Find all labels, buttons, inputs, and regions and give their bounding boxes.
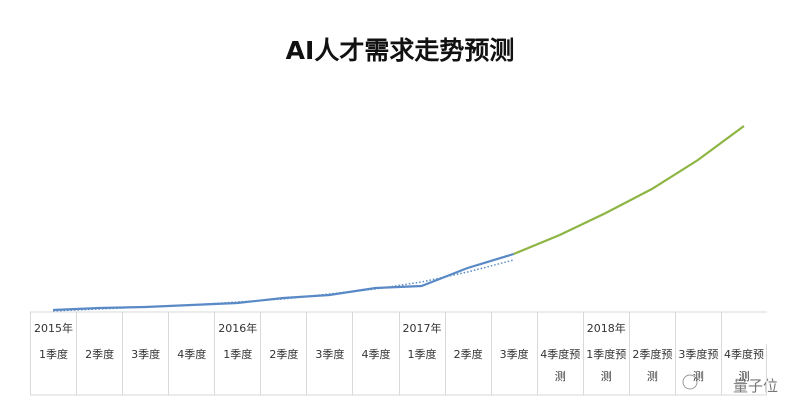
line xyxy=(52,259,514,312)
x-tick-label: 2季度预测 xyxy=(628,344,675,395)
x-tick-label: 1季度 xyxy=(214,344,260,395)
x-tick-label: 4季度 xyxy=(352,344,398,395)
x-cell-top xyxy=(536,312,583,344)
x-tick-label: 1季度 xyxy=(398,344,445,395)
x-tick-label: 2季度 xyxy=(76,344,122,395)
x-tick-label: 3季度 xyxy=(490,344,537,395)
x-cell-top xyxy=(352,312,398,344)
x-cell-top xyxy=(398,312,445,344)
x-cell-top xyxy=(214,312,260,344)
x-tick-label: 3季度预测 xyxy=(674,344,721,395)
x-cell-top xyxy=(720,312,767,344)
x-tick-label: 4季度 xyxy=(168,344,214,395)
x-cell-top xyxy=(76,312,122,344)
x-tick-label: 1季度 xyxy=(30,344,76,395)
x-cell-top xyxy=(628,312,675,344)
x-cell-top xyxy=(490,312,537,344)
x-tick-label: 3季度 xyxy=(306,344,352,395)
x-tick-label: 1季度预测 xyxy=(582,344,629,395)
x-tick-label: 2季度 xyxy=(444,344,491,395)
x-cell-top xyxy=(30,312,76,344)
x-tick-label: 3季度 xyxy=(122,344,168,395)
year-label: 2017年 xyxy=(402,322,442,335)
x-cell-top xyxy=(168,312,214,344)
x-cell-top xyxy=(122,312,168,344)
x-cell-top xyxy=(306,312,352,344)
x-tick-label: 4季度预测 xyxy=(536,344,583,395)
chart-title: AI人才需求走势预测 xyxy=(286,36,515,65)
x-cell-top xyxy=(260,312,306,344)
line xyxy=(52,252,514,312)
year-label: 2015年 xyxy=(34,322,73,335)
x-cell-top xyxy=(674,312,721,344)
x-tick-label: 2季度 xyxy=(260,344,306,395)
year-label: 2018年 xyxy=(586,322,626,335)
x-cell-top xyxy=(444,312,491,344)
x-cell-top xyxy=(582,312,629,344)
line xyxy=(513,125,745,256)
x-tick-label: 4季度预测 xyxy=(720,344,767,395)
watermark-icon xyxy=(682,374,698,390)
year-label: 2016年 xyxy=(218,322,258,335)
